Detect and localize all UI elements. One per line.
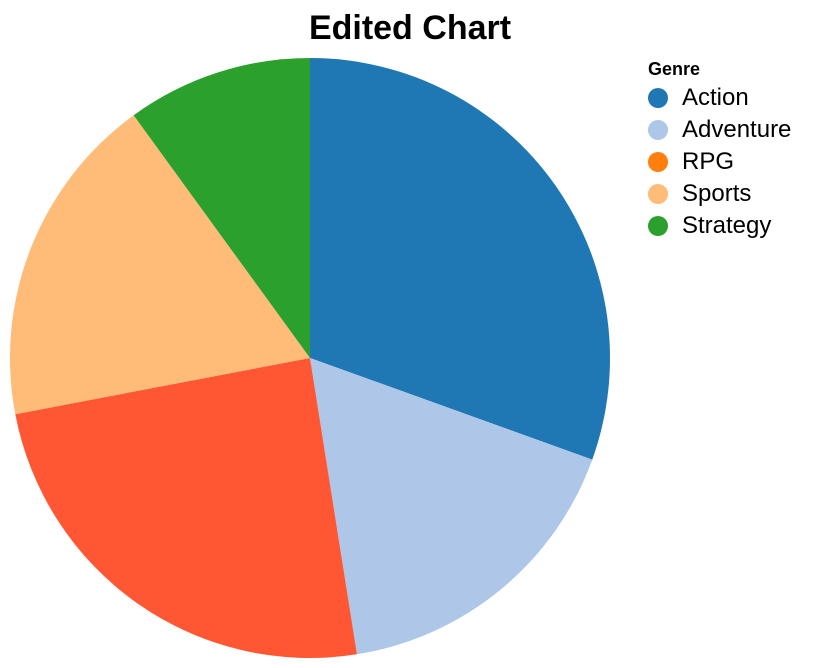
pie-slices [9, 58, 610, 659]
legend-entry-sports: Sports [648, 178, 791, 210]
legend-label-adventure: Adventure [682, 116, 792, 143]
legend-entry-rpg: RPG [648, 146, 791, 178]
legend-swatch-action [648, 88, 668, 108]
legend-label-rpg: RPG [682, 148, 735, 175]
pie-slice-strategy [133, 58, 310, 358]
legend-swatch-adventure [648, 120, 668, 140]
legend-swatch-sports [648, 184, 668, 204]
legend-label-strategy: Strategy [682, 212, 772, 239]
legend-label-sports: Sports [682, 180, 752, 207]
legend-swatch-rpg [648, 152, 668, 172]
legend-entry-strategy: Strategy [648, 210, 791, 242]
legend: Genre Action Adventure RPG Sports Strategy [648, 58, 791, 242]
pie-slice-action [310, 58, 610, 460]
legend-entries: Action Adventure RPG Sports Strategy [648, 82, 791, 242]
legend-label-action: Action [682, 84, 749, 111]
legend-entry-action: Action [648, 82, 791, 114]
pie-slice-rpg [15, 358, 357, 659]
legend-swatch-strategy [648, 216, 668, 236]
legend-entry-adventure: Adventure [648, 114, 791, 146]
chart-title: Edited Chart [308, 9, 512, 47]
pie-slice-adventure [310, 358, 593, 655]
legend-title: Genre [648, 59, 701, 79]
pie-slice-sports [9, 115, 311, 415]
